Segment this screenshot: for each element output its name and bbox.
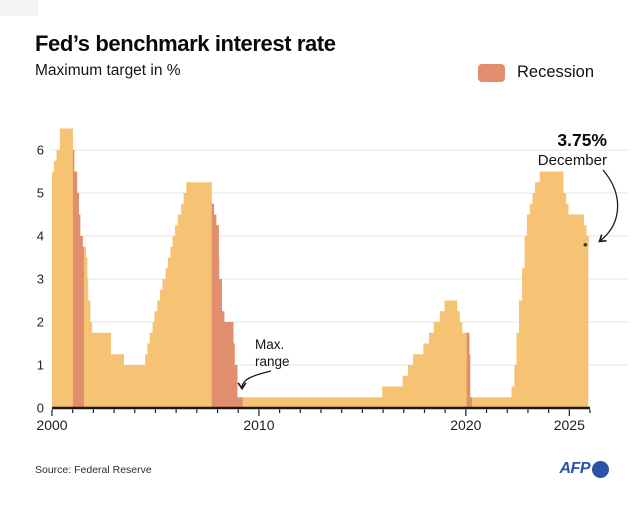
annotation-max-range-line1: Max. <box>255 337 285 352</box>
recession-legend-swatch <box>478 63 505 82</box>
x-tick-label: 2000 <box>36 417 67 433</box>
arrow-to-latest-value <box>600 169 619 241</box>
recession-legend-label: Recession <box>517 63 595 81</box>
y-tick-label: 6 <box>37 143 44 158</box>
rate-area <box>52 128 589 408</box>
annotation-latest: 3.75% December <box>538 130 607 169</box>
afp-logo: AFP <box>559 460 609 478</box>
y-tick-label: 3 <box>37 272 44 287</box>
annotation-max-range-line2: range <box>255 354 290 369</box>
annotation-max-range: Max. range <box>255 336 290 370</box>
series-end-dot <box>583 242 588 247</box>
recession-band <box>72 128 84 408</box>
page-title: Fed’s benchmark interest rate <box>35 31 336 56</box>
recession-band <box>466 128 472 408</box>
chart-subtitle: Maximum target in % <box>35 62 181 79</box>
x-tick-label: 2010 <box>243 417 274 433</box>
y-tick-label: 4 <box>37 229 44 244</box>
arrow-to-max-range <box>242 370 272 388</box>
recession-legend: Recession <box>478 63 594 82</box>
y-tick-label: 2 <box>37 315 44 330</box>
recession-band <box>211 128 243 408</box>
x-tick-label: 2025 <box>554 417 585 433</box>
afp-logo-text: AFP <box>559 460 591 477</box>
y-tick-label: 0 <box>37 401 44 416</box>
latest-value-label: 3.75% <box>557 130 607 150</box>
source-note: Source: Federal Reserve <box>35 464 152 476</box>
x-tick-label: 2020 <box>450 417 481 433</box>
afp-globe-icon <box>592 460 609 478</box>
y-tick-label: 1 <box>37 358 44 373</box>
y-tick-label: 5 <box>37 186 44 201</box>
latest-period-label: December <box>537 152 607 169</box>
axes: 2000 2010 2020 2025 0 1 2 3 4 5 6 <box>36 143 591 433</box>
corner-artifact <box>0 0 38 16</box>
series-area <box>52 128 589 408</box>
